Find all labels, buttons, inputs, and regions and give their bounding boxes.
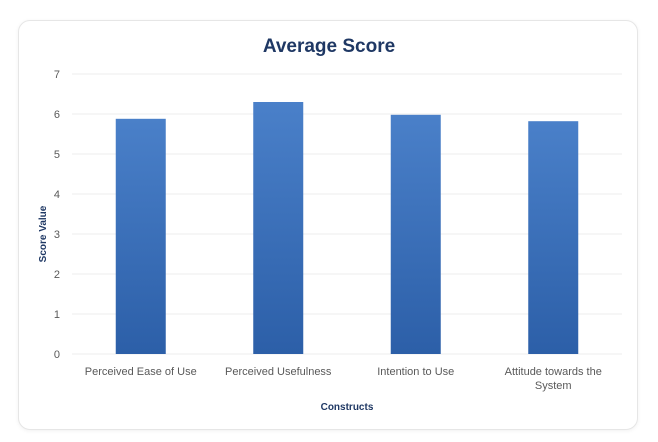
bar <box>528 121 579 354</box>
x-tick-label-line: Attitude towards the <box>505 366 602 378</box>
x-tick-label-line: Perceived Ease of Use <box>85 366 197 378</box>
bar <box>390 114 441 354</box>
y-tick-label: 2 <box>54 269 60 281</box>
y-tick-label: 5 <box>54 149 60 161</box>
bars <box>115 102 579 354</box>
y-tick-label: 6 <box>54 109 60 121</box>
y-tick-label: 0 <box>54 349 60 361</box>
bar <box>253 102 304 354</box>
chart-title: Average Score <box>263 36 395 57</box>
y-axis-label: Score Value <box>38 205 49 262</box>
x-tick-label-line: Intention to Use <box>377 366 454 378</box>
x-tick-label-line: System <box>535 380 572 392</box>
x-axis-label: Constructs <box>321 402 374 413</box>
x-tick-label-line: Perceived Usefulness <box>225 366 332 378</box>
y-tick-label: 4 <box>54 189 60 201</box>
x-axis-ticks: Perceived Ease of Use Perceived Usefulnes… <box>85 366 602 392</box>
x-tick-label: Perceived Ease of Use <box>85 366 197 378</box>
x-tick-label: Perceived Usefulness <box>225 366 332 378</box>
y-tick-label: 3 <box>54 229 60 241</box>
x-tick-label: Attitude towards the System <box>505 366 602 392</box>
x-tick-label: Intention to Use <box>377 366 454 378</box>
y-tick-label: 7 <box>54 69 60 81</box>
y-axis-ticks: 0 1 2 3 4 5 6 7 <box>54 69 60 361</box>
bar <box>115 118 166 354</box>
y-tick-label: 1 <box>54 309 60 321</box>
